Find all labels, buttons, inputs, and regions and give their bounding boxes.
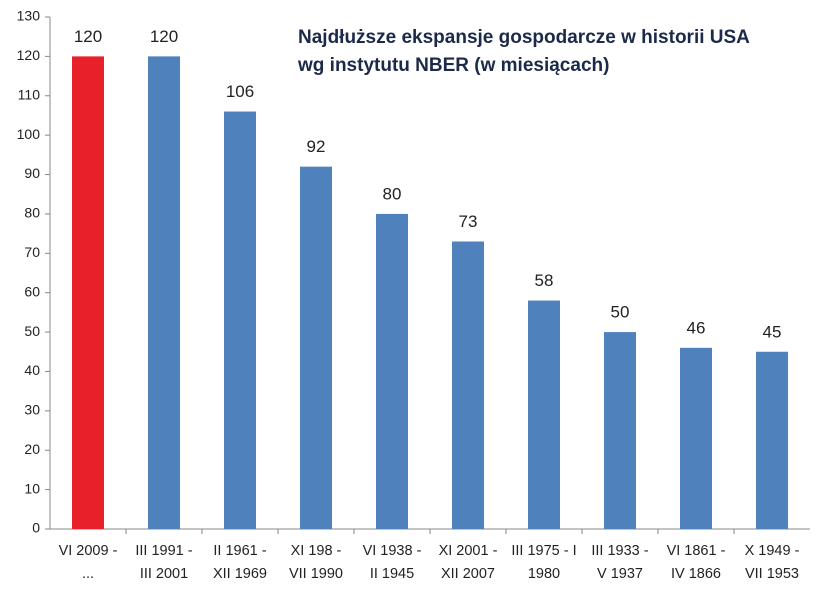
x-tick-label: II 1961 - XII 1969 bbox=[212, 543, 267, 582]
value-label: 120 bbox=[74, 27, 102, 46]
y-tick-label: 0 bbox=[32, 520, 40, 536]
value-label: 50 bbox=[611, 303, 630, 322]
y-tick-label: 130 bbox=[17, 8, 41, 24]
y-tick-label: 20 bbox=[24, 441, 40, 457]
x-tick-label: XI 198 - VII 1990 bbox=[288, 543, 343, 582]
bar bbox=[224, 111, 256, 530]
y-tick-label: 70 bbox=[24, 244, 40, 260]
x-tick-label: III 1975 - I 1980 bbox=[511, 543, 577, 582]
bar bbox=[452, 241, 484, 529]
bar bbox=[148, 56, 180, 530]
bar bbox=[528, 300, 560, 529]
value-label: 58 bbox=[535, 271, 554, 290]
bar bbox=[756, 351, 788, 529]
y-tick-label: 50 bbox=[24, 323, 40, 339]
y-tick-label: 60 bbox=[24, 283, 40, 299]
bar bbox=[300, 166, 332, 529]
y-tick-label: 100 bbox=[17, 126, 41, 142]
y-tick-label: 120 bbox=[17, 47, 41, 63]
chart-title: Najdłuższe ekspansje gospodarcze w histo… bbox=[298, 27, 750, 76]
bar bbox=[680, 347, 712, 529]
x-tick-label: VI 2009 - ... bbox=[58, 543, 118, 582]
y-tick-label: 110 bbox=[18, 86, 41, 102]
value-label: 120 bbox=[150, 27, 178, 46]
x-tick-label: VI 1938 - II 1945 bbox=[362, 543, 422, 582]
y-tick-label: 80 bbox=[24, 205, 40, 221]
x-tick-label: XI 2001 - XII 2007 bbox=[438, 543, 498, 582]
x-tick-label: III 1991 - III 2001 bbox=[135, 543, 193, 582]
x-tick-label: III 1933 - V 1937 bbox=[591, 543, 649, 582]
x-tick-label: VI 1861 - IV 1866 bbox=[666, 543, 726, 582]
y-tick-label: 30 bbox=[24, 402, 40, 418]
bar bbox=[376, 213, 408, 529]
x-tick-label: X 1949 - VII 1953 bbox=[744, 543, 800, 582]
y-tick-label: 40 bbox=[24, 362, 40, 378]
y-tick-label: 10 bbox=[24, 480, 40, 496]
value-label: 45 bbox=[763, 322, 782, 341]
bar bbox=[72, 56, 104, 530]
value-label: 73 bbox=[459, 212, 478, 231]
value-label: 46 bbox=[687, 318, 706, 337]
y-tick-label: 90 bbox=[24, 165, 40, 181]
bar bbox=[604, 332, 636, 529]
value-label: 92 bbox=[307, 137, 326, 156]
value-label: 80 bbox=[383, 184, 402, 203]
value-label: 106 bbox=[226, 82, 254, 101]
